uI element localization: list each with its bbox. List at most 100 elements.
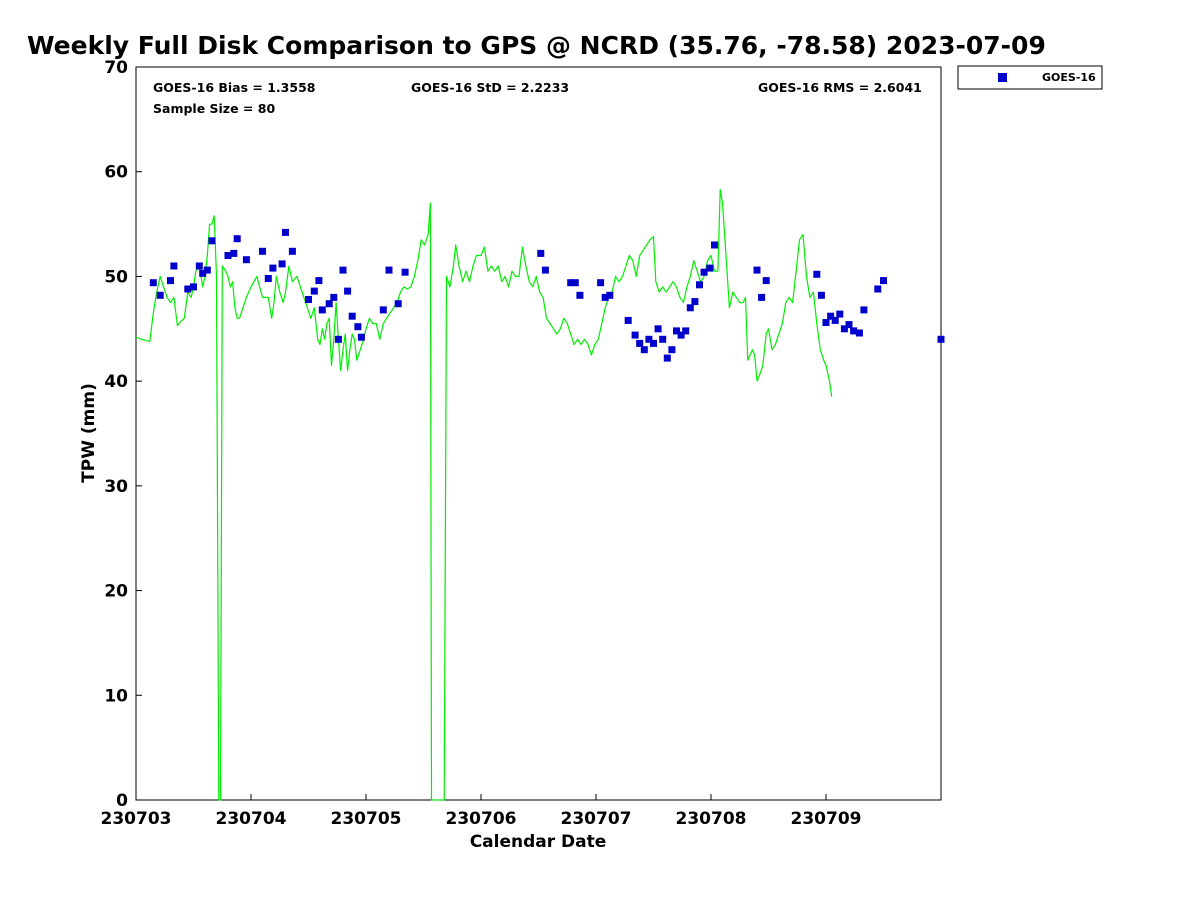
rms-annotation: GOES-16 RMS = 2.6041 [758,80,922,95]
goes-16-point [259,247,266,255]
bias-annotation: GOES-16 Bias = 1.3558 [153,80,315,95]
y-tick-label: 20 [104,582,128,602]
goes-16-point [840,325,848,333]
legend-marker-goes-16 [998,73,1007,82]
goes-16-point [385,266,393,274]
y-tick-label: 50 [104,267,128,287]
goes-16-point [357,333,365,341]
goes-16-point [880,277,887,285]
legend-label-goes-16: GOES-16 [1042,71,1096,84]
legend: GOES-16 [957,65,1103,90]
goes-16-point [537,249,545,257]
x-tick-label: 230707 [561,809,632,829]
goes-16-point [325,300,333,308]
goes-16-point [208,237,216,245]
y-axis: 0 10 20 30 40 50 60 70 [104,58,142,811]
goes-16-point [330,293,338,301]
goes-16-point [827,312,835,320]
goes-16-point [339,266,347,274]
goes-16-point [224,252,232,259]
y-tick-label: 10 [104,686,128,706]
x-tick-label: 230704 [216,809,287,829]
goes-16-point [654,325,662,333]
goes-16-point [597,279,605,287]
goes-16-point [860,306,868,314]
goes-16-point [167,277,174,285]
goes-16-point [379,306,387,314]
y-tick-label: 70 [104,58,128,78]
goes-16-point [822,319,830,326]
goes-16-point [850,327,858,335]
goes-16-point [184,285,192,293]
goes-16-point [354,323,362,331]
goes-16-point [813,270,821,278]
x-axis-label: Calendar Date [470,832,607,852]
goes-16-point [606,291,614,299]
goes-16-point [170,262,178,270]
y-tick-label: 60 [104,163,128,183]
x-tick-label: 230706 [446,809,517,829]
goes-16-point [711,241,718,249]
chart-title: Weekly Full Disk Comparison to GPS @ NCR… [27,31,1046,60]
goes-16-point [348,312,356,320]
gps-line [135,188,833,801]
gps-series [135,188,833,801]
goes-16-point [401,268,409,276]
goes-16-point [650,339,657,347]
x-tick-label: 230705 [331,809,402,829]
goes-16-point [631,331,639,339]
x-axis: 230703 230704 230705 230706 230707 230708 2307… [101,794,862,829]
goes-16-point [310,287,318,295]
goes-16-point [394,300,402,308]
goes-16-point [203,266,211,274]
legend-box [957,65,1103,90]
y-axis-label: TPW (mm) [79,383,99,483]
goes-16-point [686,304,694,312]
plot-area [135,66,942,801]
goes-16-point [758,293,766,301]
goes-16-point [668,346,676,354]
goes-16-point [576,291,584,299]
y-tick-label: 30 [104,477,128,497]
goes-16-point [282,228,289,236]
goes-16-point [190,283,197,291]
goes-16-point [673,327,680,335]
x-tick-label: 230709 [791,809,862,829]
goes-16-point [156,291,164,299]
goes-16-point [691,298,699,306]
goes-16-point [831,316,839,324]
goes-16-point [874,285,882,293]
goes-16-point [269,264,277,272]
goes-16-point [195,262,203,270]
goes-16-point [682,327,690,335]
stats-annotations: GOES-16 Bias = 1.3558 GOES-16 StD = 2.22… [153,80,922,116]
goes-16-point [571,279,579,287]
goes-16-point [677,331,685,339]
goes-16-point [305,296,312,303]
goes-16-point [288,247,296,255]
goes-16-point [706,264,714,272]
std-annotation: GOES-16 StD = 2.2233 [411,80,569,95]
goes-16-point [315,277,323,285]
goes-16-point [845,321,853,329]
goes-16-point [640,346,648,354]
y-tick-label: 40 [104,372,128,392]
goes-16-point [149,279,157,287]
goes-16-point [278,260,286,268]
goes-16-point [233,235,241,243]
goes-16-point [264,275,272,282]
sample-size-annotation: Sample Size = 80 [153,101,275,116]
goes-16-point [753,266,761,274]
goes-16-point [762,277,770,285]
goes-16-point [817,291,825,299]
goes-16-point [624,316,632,324]
goes-16-point [344,287,352,295]
goes-16-point [696,281,703,289]
goes-16-point [645,335,653,343]
goes-16-point [663,354,671,362]
goes-16-point [199,269,207,277]
goes-16-point [601,293,609,301]
goes-16-point [836,310,844,318]
goes-16-point [855,329,863,337]
